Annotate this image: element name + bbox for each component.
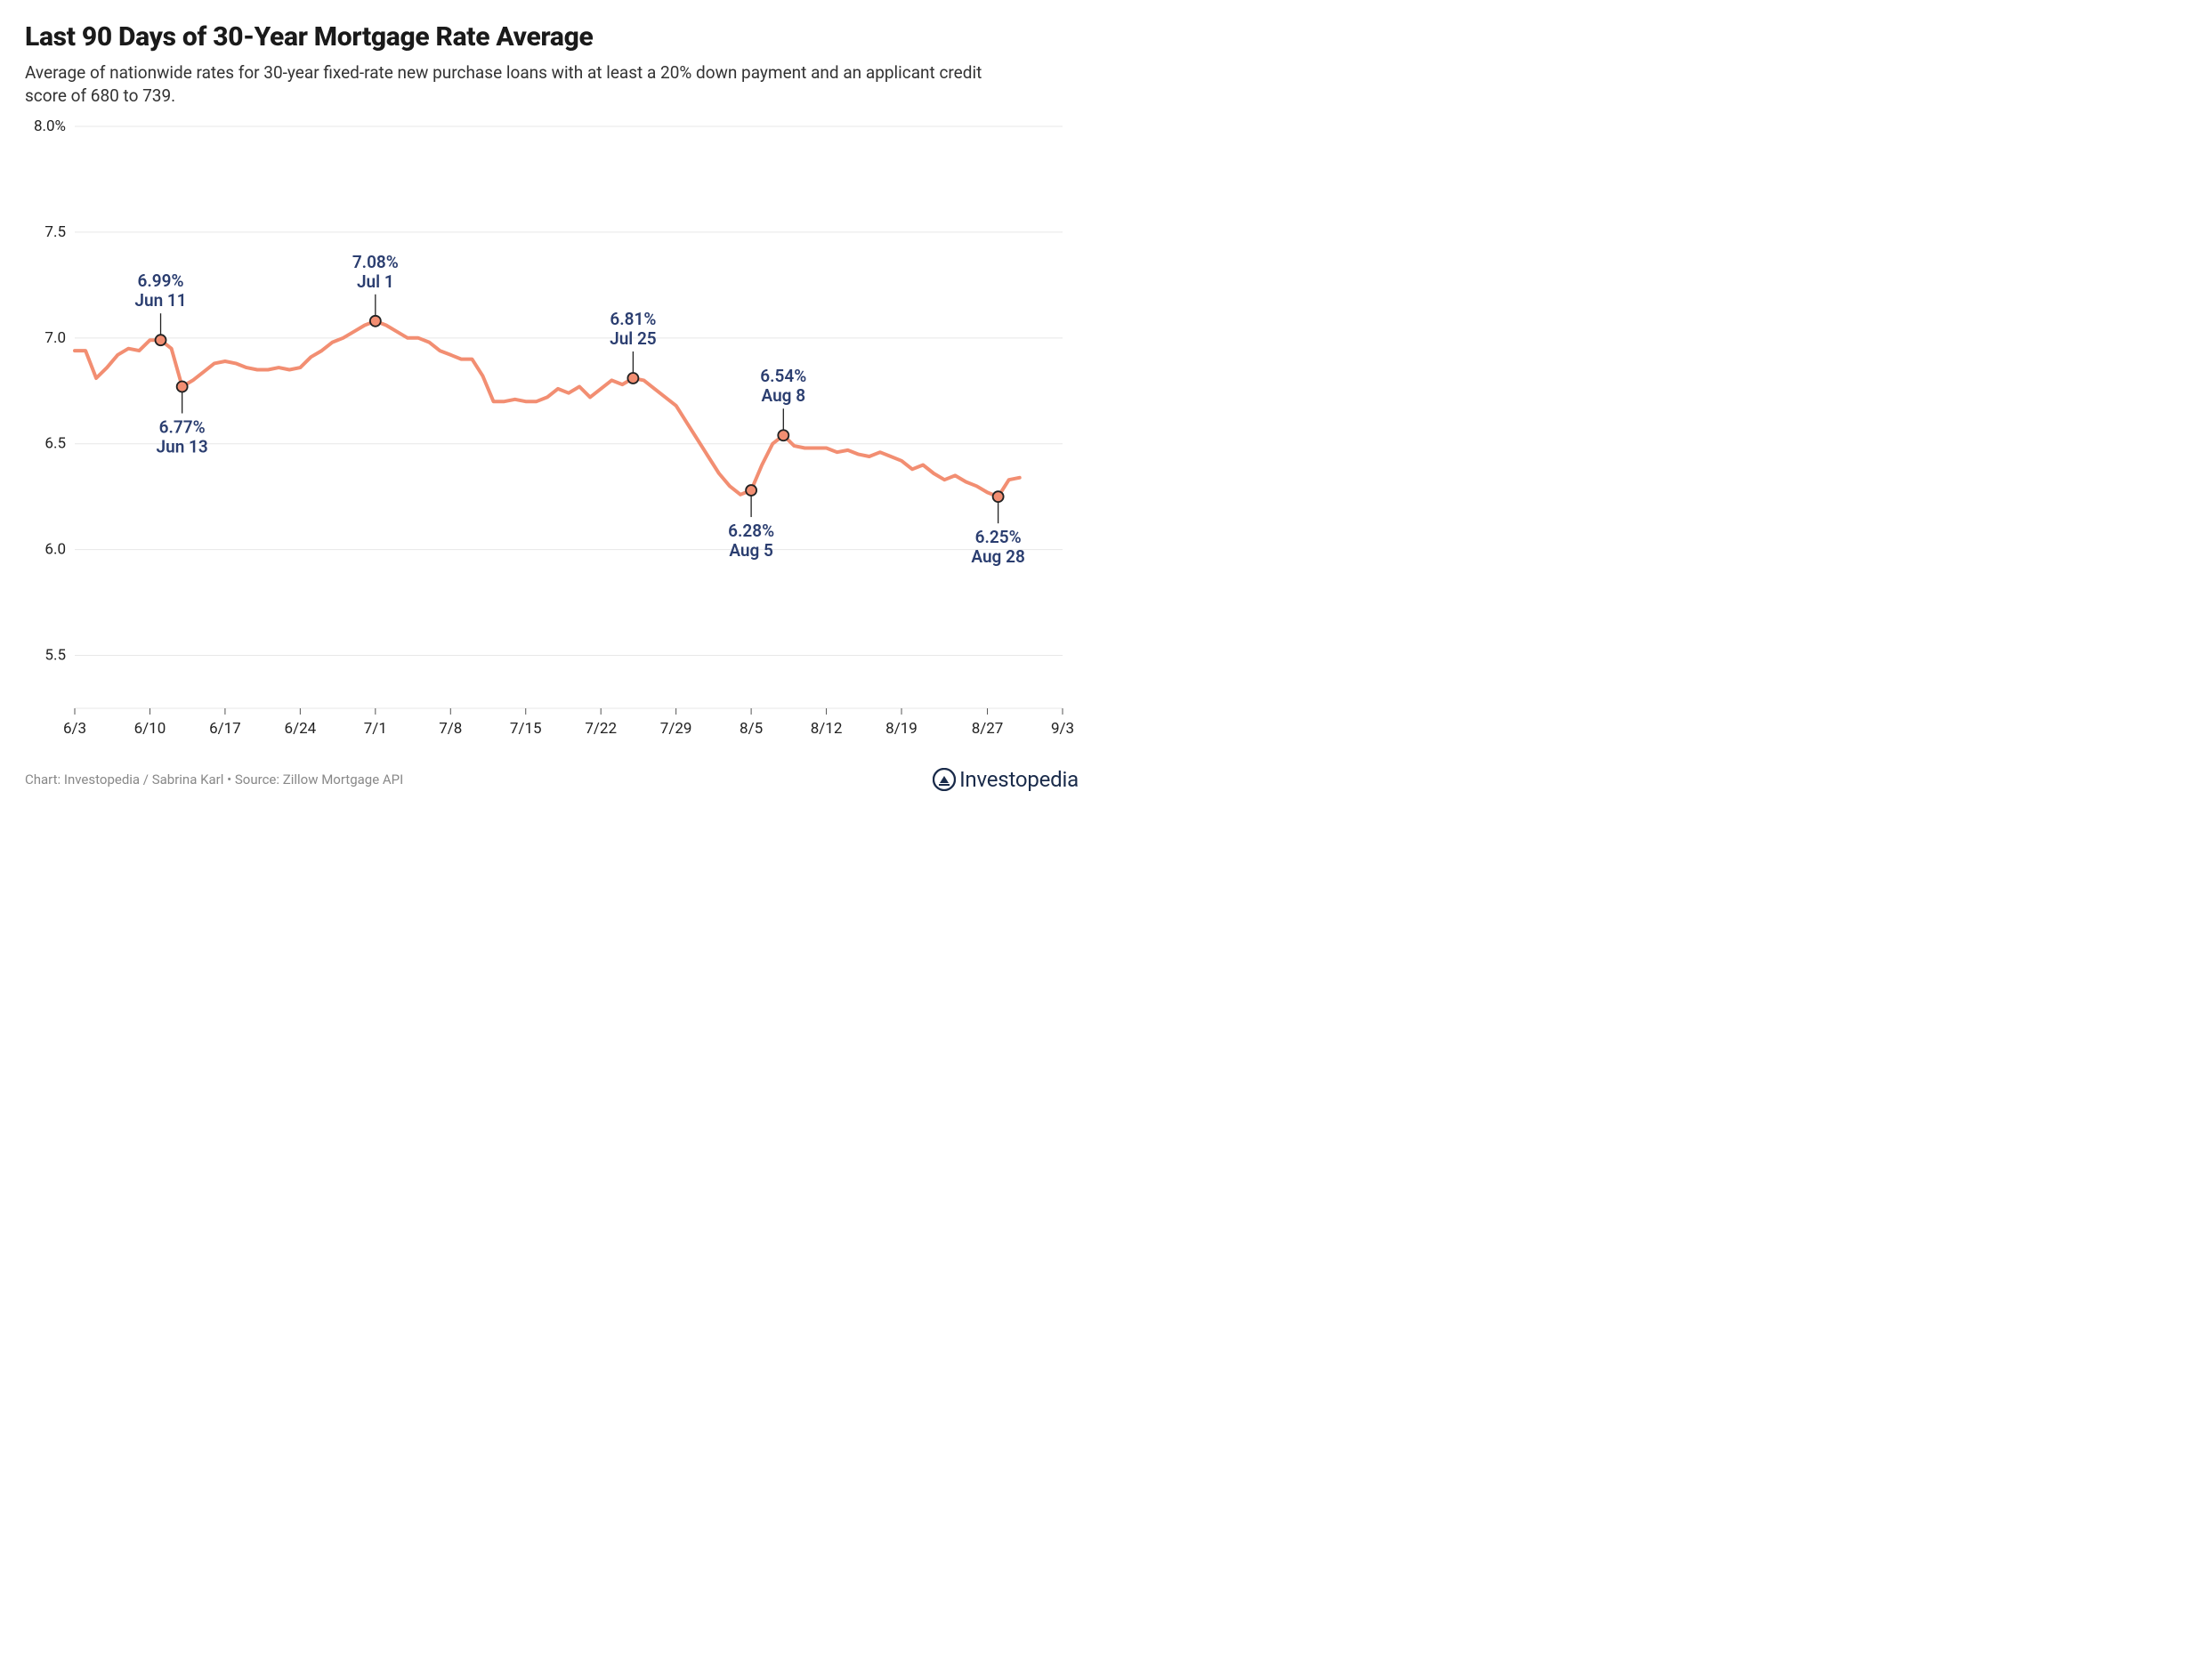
- logo-text: Investopedia: [959, 767, 1079, 792]
- annotation-date: Jul 25: [610, 328, 657, 349]
- chart-title: Last 90 Days of 30-Year Mortgage Rate Av…: [25, 21, 1079, 52]
- annotation-date: Aug 5: [729, 540, 773, 561]
- chart-subtitle: Average of nationwide rates for 30-year …: [25, 61, 1004, 107]
- x-tick-label: 6/24: [285, 720, 317, 738]
- annotation-marker: [778, 430, 788, 440]
- logo-icon: [933, 768, 956, 791]
- x-tick-label: 8/27: [972, 720, 1004, 738]
- annotation-marker: [627, 373, 638, 384]
- annotation-pct: 6.25%: [975, 527, 1022, 547]
- x-tick-label: 7/8: [439, 720, 462, 738]
- annotation-marker: [177, 382, 188, 392]
- annotation-pct: 6.77%: [159, 417, 206, 438]
- x-tick-label: 8/12: [811, 720, 843, 738]
- x-tick-label: 8/19: [885, 720, 918, 738]
- y-tick-label: 5.5: [44, 647, 66, 665]
- annotation-marker: [370, 316, 381, 327]
- chart-container: Last 90 Days of 30-Year Mortgage Rate Av…: [0, 0, 1104, 840]
- x-tick-label: 6/17: [209, 720, 241, 738]
- annotation-date: Jun 11: [134, 290, 186, 311]
- x-tick-label: 9/3: [1051, 720, 1074, 738]
- x-tick-label: 6/3: [63, 720, 86, 738]
- x-tick-label: 8/5: [740, 720, 763, 738]
- y-tick-label: 7.0: [44, 329, 66, 347]
- x-tick-label: 7/1: [364, 720, 387, 738]
- chart-plot: 5.5 6.0 6.5 7.0 7.5 8.0% 6/3 6/10 6/17 6/24 7/1 7/8…: [25, 117, 1079, 758]
- x-tick-label: 7/29: [660, 720, 692, 738]
- annotation-pct: 6.54%: [760, 366, 806, 386]
- investopedia-logo: Investopedia: [933, 767, 1079, 792]
- annotation-date: Jun 13: [157, 437, 208, 457]
- x-tick-label: 6/10: [134, 720, 166, 738]
- y-tick-label: 8.0%: [34, 117, 66, 135]
- annotation-pct: 7.08%: [352, 252, 399, 272]
- y-tick-label: 6.5: [44, 435, 66, 453]
- annotation-marker: [993, 491, 1004, 502]
- rate-line: [75, 321, 1020, 497]
- annotation-pct: 6.81%: [610, 309, 656, 329]
- annotation-pct: 6.28%: [728, 521, 774, 541]
- annotation-pct: 6.99%: [138, 271, 184, 291]
- annotation-date: Aug 8: [762, 385, 806, 406]
- annotation-date: Jul 1: [357, 271, 394, 292]
- y-tick-label: 7.5: [44, 223, 66, 241]
- annotation-marker: [156, 335, 166, 345]
- x-tick-label: 7/15: [510, 720, 542, 738]
- annotation-marker: [746, 485, 756, 496]
- x-tick-label: 7/22: [585, 720, 617, 738]
- line-chart-svg: 5.5 6.0 6.5 7.0 7.5 8.0% 6/3 6/10 6/17 6/24 7/1 7/8…: [25, 117, 1079, 758]
- y-tick-label: 6.0: [44, 541, 66, 559]
- annotation-date: Aug 28: [971, 546, 1024, 567]
- chart-footer: Chart: Investopedia / Sabrina Karl • Sou…: [25, 767, 1079, 792]
- chart-credit: Chart: Investopedia / Sabrina Karl • Sou…: [25, 771, 403, 788]
